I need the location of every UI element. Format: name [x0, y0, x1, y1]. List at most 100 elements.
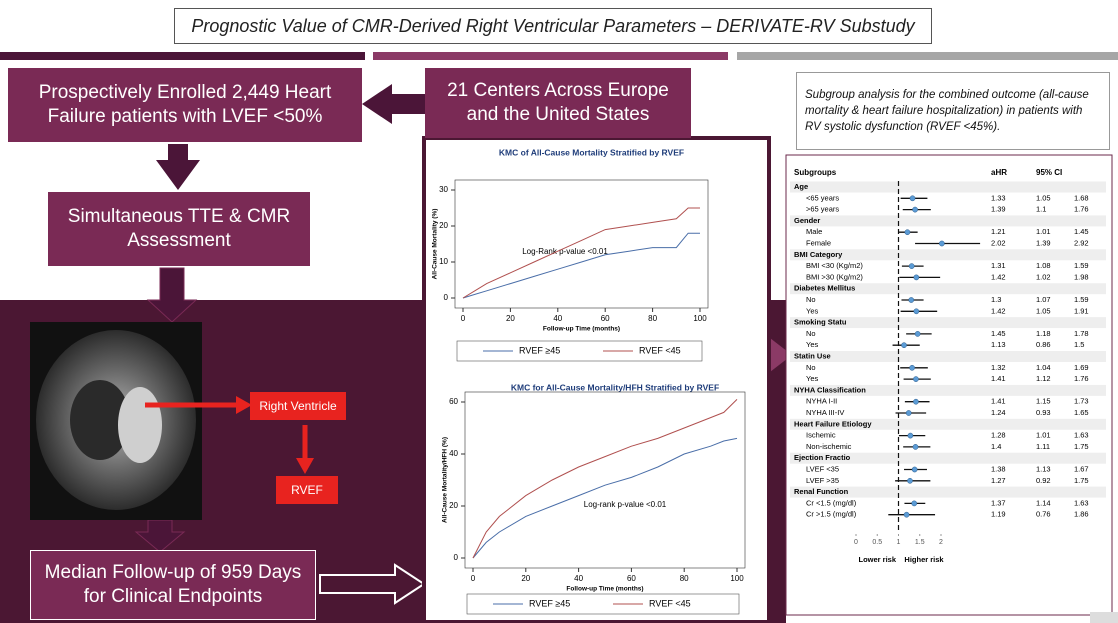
row-label: No — [806, 329, 816, 338]
ci-low: 1.11 — [1036, 442, 1050, 451]
row-label: <65 years — [806, 193, 839, 202]
hr-point — [904, 229, 911, 236]
ahr-value: 1.32 — [991, 363, 1006, 372]
ahr-value: 1.39 — [991, 205, 1006, 214]
ci-low: 1.07 — [1036, 295, 1051, 304]
y-tick-label: 40 — [449, 449, 458, 458]
ahr-value: 2.02 — [991, 238, 1006, 247]
ci-high: 1.73 — [1074, 397, 1089, 406]
ahr-value: 1.24 — [991, 408, 1006, 417]
row-label: Cr >1.5 (mg/dl) — [806, 510, 857, 519]
chart-title: KMC of All-Cause Mortality Stratified by… — [499, 147, 684, 157]
group-band — [790, 249, 1106, 261]
km-curve — [462, 207, 700, 299]
ci-low: 1.1 — [1036, 205, 1046, 214]
x-tick-label: 100 — [693, 314, 707, 323]
column-header: aHR — [991, 168, 1007, 177]
hr-point — [907, 477, 913, 484]
row-label: No — [806, 363, 816, 372]
hr-point — [913, 274, 920, 281]
ci-high: 1.91 — [1074, 306, 1089, 315]
assessment-box: Simultaneous TTE & CMR Assessment — [48, 192, 310, 266]
x-tick-label: 0 — [471, 574, 476, 583]
chart-title: KMC for All-Cause Mortality/HFH Stratifi… — [511, 382, 719, 392]
hr-point — [911, 500, 918, 507]
group-label: Renal Function — [794, 487, 849, 496]
hr-point — [908, 263, 915, 269]
legend-frame — [466, 593, 740, 615]
y-tick-label: 10 — [439, 257, 448, 266]
ci-high: 1.59 — [1074, 295, 1089, 304]
ci-high: 2.92 — [1074, 238, 1089, 247]
group-band — [790, 384, 1106, 396]
km-curve — [472, 399, 738, 559]
row-label: Female — [806, 238, 831, 247]
hr-point — [909, 364, 915, 371]
ahr-value: 1.19 — [991, 510, 1006, 519]
hr-point — [914, 331, 921, 337]
ahr-value: 1.13 — [991, 340, 1006, 349]
title: Prognostic Value of CMR-Derived Right Ve… — [174, 8, 932, 44]
column-header: Subgroups — [794, 168, 837, 177]
x-axis-label: Follow-up Time (months) — [566, 586, 643, 593]
km-curve — [472, 437, 738, 559]
y-tick-label: 30 — [439, 185, 448, 194]
ci-high: 1.5 — [1074, 340, 1084, 349]
corner — [1090, 612, 1118, 623]
ci-low: 1.14 — [1036, 498, 1051, 507]
divider-bar — [0, 52, 365, 60]
x-tick-label: 2 — [939, 539, 943, 546]
group-band — [790, 283, 1106, 295]
ci-low: 1.05 — [1036, 193, 1051, 202]
plot-frame — [464, 391, 746, 569]
y-axis-label: All-Cause Mortality (%) — [432, 209, 439, 280]
divider-bar — [373, 52, 728, 60]
ci-low: 1.15 — [1036, 397, 1051, 406]
x-tick-label: 0.5 — [872, 539, 882, 546]
ci-low: 1.12 — [1036, 374, 1051, 383]
ahr-value: 1.41 — [991, 374, 1006, 383]
ahr-value: 1.37 — [991, 498, 1006, 507]
y-tick-label: 0 — [454, 553, 459, 562]
ci-low: 1.04 — [1036, 363, 1051, 372]
group-label: Statin Use — [794, 351, 831, 360]
ci-high: 1.68 — [1074, 193, 1089, 202]
ahr-value: 1.42 — [991, 306, 1006, 315]
mri-image — [70, 380, 130, 460]
ci-high: 1.59 — [1074, 261, 1089, 270]
ci-low: 1.18 — [1036, 329, 1051, 338]
ci-high: 1.65 — [1074, 408, 1089, 417]
x-tick-label: 20 — [521, 574, 530, 583]
x-tick-label: 100 — [730, 574, 744, 583]
ahr-value: 1.45 — [991, 329, 1006, 338]
ahr-value: 1.27 — [991, 476, 1006, 485]
hr-point — [909, 195, 916, 202]
subgroup-note: Subgroup analysis for the combined outco… — [796, 72, 1110, 150]
ci-high: 1.76 — [1074, 374, 1089, 383]
ahr-value: 1.42 — [991, 272, 1006, 281]
y-axis-label: All-Cause Mortality/HFH (%) — [442, 437, 449, 523]
hr-point — [912, 206, 918, 213]
arrow — [319, 563, 426, 605]
hr-point — [908, 297, 915, 303]
arrow — [362, 84, 425, 124]
hr-point — [912, 444, 919, 450]
group-label: NYHA Classification — [794, 385, 866, 394]
ahr-value: 1.28 — [991, 431, 1006, 440]
group-label: Heart Failure Etiology — [794, 419, 872, 428]
group-label: Age — [794, 182, 808, 191]
row-label: Yes — [806, 306, 818, 315]
enrolled-box: Prospectively Enrolled 2,449 Heart Failu… — [8, 68, 362, 142]
row-label: >65 years — [806, 205, 839, 214]
followup-box: Median Follow-up of 959 Days for Clinica… — [30, 550, 316, 620]
ci-high: 1.63 — [1074, 498, 1089, 507]
ci-low: 0.92 — [1036, 476, 1051, 485]
ci-low: 1.01 — [1036, 431, 1051, 440]
ci-high: 1.69 — [1074, 363, 1089, 372]
legend-label: RVEF ≥45 — [529, 598, 570, 608]
ahr-value: 1.21 — [991, 227, 1006, 236]
row-label: LVEF >35 — [806, 476, 839, 485]
arrow — [156, 144, 200, 190]
risk-label: Lower risk — [858, 555, 896, 564]
ahr-value: 1.38 — [991, 464, 1006, 473]
